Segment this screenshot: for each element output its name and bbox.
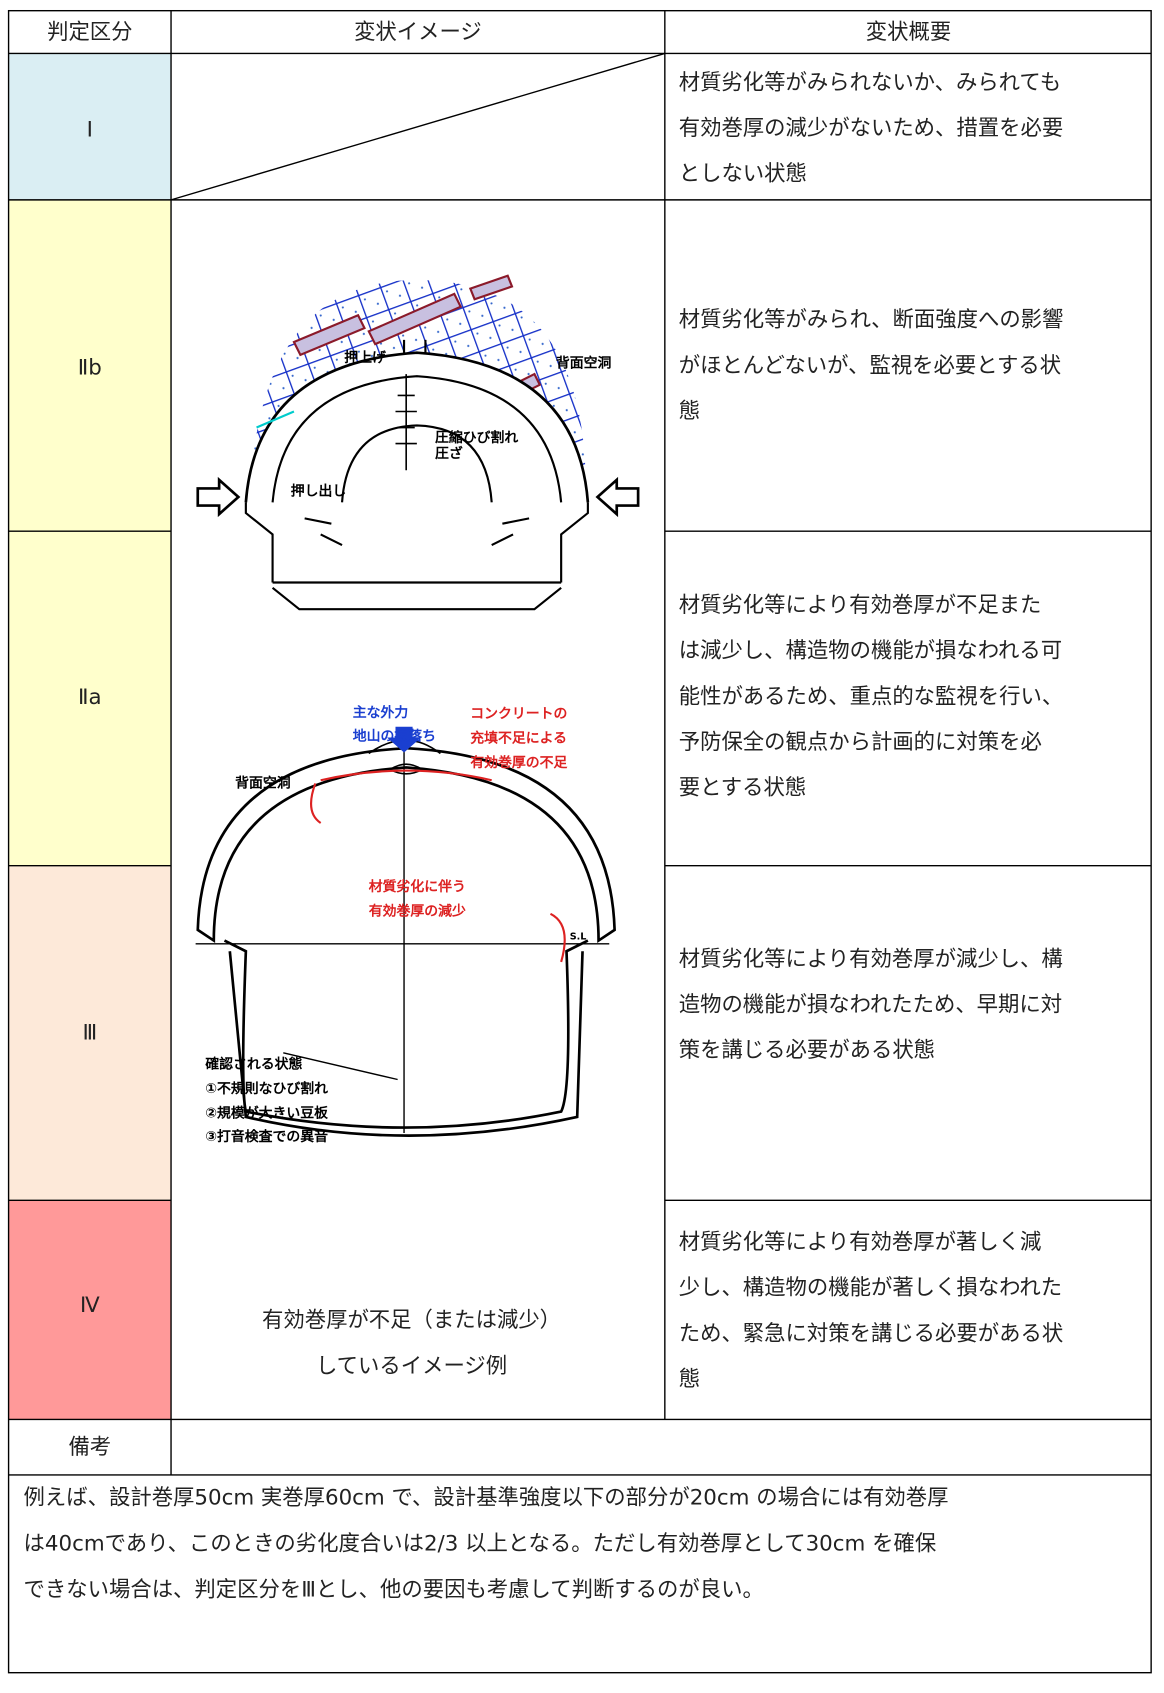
figure-label: S.L [570, 931, 587, 942]
grade: Ⅳ [80, 1293, 100, 1318]
summary-line: ため、緊急に対策を講じる必要がある状 [679, 1321, 1063, 1346]
figure-label: 有効巻厚の減少 [369, 903, 466, 920]
figure-label: 材質劣化に伴う [369, 878, 466, 895]
summary-line: 材質劣化等により有効巻厚が不足また [679, 593, 1042, 618]
summary-line: 態 [679, 399, 700, 424]
figure-label: 背面空洞 [556, 354, 612, 371]
figure-label: 確認される状態 [205, 1056, 302, 1073]
figure-1 [196, 274, 640, 611]
grade: Ⅰ [87, 117, 93, 142]
figure-label: 地山の抜落ち [353, 727, 436, 744]
summary-line: 態 [679, 1367, 700, 1392]
header-cell: 判定区分 [47, 20, 132, 45]
summary-line: としない状態 [679, 162, 807, 187]
figure-label: 押し出し [291, 483, 347, 500]
image-caption: しているイメージ例 [316, 1354, 507, 1379]
summary-line: 材質劣化等がみられ、断面強度への影響 [679, 308, 1064, 333]
summary-line: 材質劣化等により有効巻厚が著しく減 [679, 1230, 1042, 1255]
figure-2 [195, 726, 616, 1137]
figure-label: ②規模が大きい豆板 [205, 1105, 328, 1122]
summary-line: 材質劣化等により有効巻厚が減少し、構 [679, 947, 1063, 972]
cell-backgrounds [8, 53, 172, 1420]
remarks-label: 備考 [68, 1435, 111, 1460]
figure-label: 有効巻厚の不足 [470, 754, 567, 771]
summary-line: 造物の機能が損なわれたため、早期に対 [679, 992, 1062, 1017]
grade: Ⅱb [78, 356, 102, 381]
summary-line: 要とする状態 [679, 776, 807, 801]
figure-label: 背面空洞 [235, 774, 291, 791]
grade: Ⅲ [82, 1021, 97, 1046]
summary-line: 少し、構造物の機能が著しく損なわれた [679, 1276, 1062, 1301]
summary-line: 有効巻厚の減少がないため、措置を必要 [679, 116, 1063, 141]
figure-label: 圧縮ひび割れ [435, 429, 518, 446]
figure-label: ③打音検査での異音 [205, 1128, 328, 1145]
remarks-line: 例えば、設計巻厚50cm 実巻厚60cm で、設計基準強度以下の部分が20cm … [24, 1485, 949, 1510]
remarks-line: できない場合は、判定区分をⅢとし、他の要因も考慮して判断するのが良い。 [24, 1577, 764, 1602]
grade: Ⅱa [78, 685, 102, 710]
figure-label: 充填不足による [470, 730, 567, 747]
figure-label: ①不規則なひび割れ [205, 1080, 328, 1097]
summary-line: がほとんどないが、監視を必要とする状 [679, 353, 1061, 378]
summary-line: 予防保全の観点から計画的に対策を必 [679, 730, 1042, 755]
texts: 判定区分 変状イメージ 変状概要Ⅰ材質劣化等がみられないか、みられても有効巻厚の減少… [24, 20, 1064, 1602]
summary-line: 材質劣化等がみられないか、みられても [679, 70, 1061, 95]
figure-label: 主な外力 [353, 704, 409, 721]
summary-line: 策を講じる必要がある状態 [679, 1038, 935, 1063]
summary-line: は減少し、構造物の機能が損なわれる可 [679, 639, 1062, 664]
remarks-line: は40cmであり、このときの劣化度合いは2/3 以上となる。ただし有効巻厚として… [24, 1531, 937, 1556]
table-grid [7, 9, 1152, 1674]
header-cell: 変状イメージ [354, 20, 482, 45]
image-caption: 有効巻厚が不足（または減少） [262, 1308, 561, 1333]
figure-label: 圧ざ [435, 445, 463, 462]
figure-label: コンクリートの [470, 706, 567, 722]
header-cell: 変状概要 [866, 20, 951, 45]
summary-line: 能性があるため、重点的な監視を行い、 [679, 684, 1063, 709]
figure-label: 押上げ [344, 349, 386, 366]
